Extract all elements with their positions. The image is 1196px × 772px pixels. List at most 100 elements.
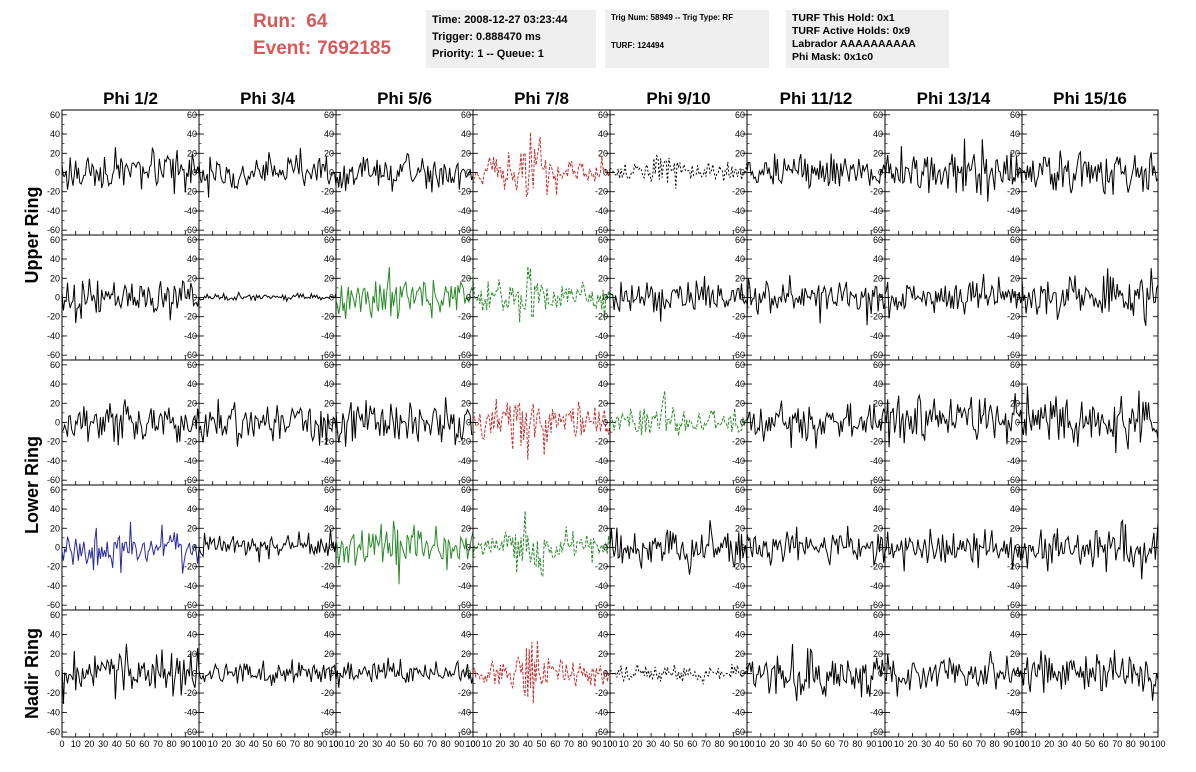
y-tick-label: -60 <box>184 225 197 235</box>
x-tick-label: 60 <box>1099 739 1109 749</box>
y-tick-label: -20 <box>321 437 334 447</box>
y-tick-label: 0 <box>740 293 745 303</box>
x-tick-label: 50 <box>262 739 272 749</box>
y-tick-label: 60 <box>598 110 608 120</box>
y-tick-label: 60 <box>598 235 608 245</box>
column-header: Phi 13/14 <box>917 89 991 108</box>
y-tick-label: 60 <box>324 360 334 370</box>
y-tick-label: -40 <box>47 331 60 341</box>
y-tick-label: -60 <box>1007 350 1020 360</box>
x-tick-label: 40 <box>523 739 533 749</box>
waveform-trace <box>335 520 474 585</box>
waveform-trace <box>746 643 886 702</box>
y-tick-label: -40 <box>732 581 745 591</box>
y-tick-label: -40 <box>184 456 197 466</box>
event-row: Event: 7692185 <box>253 35 423 62</box>
waveform-panel: 60 40 20 0 -20 -40 -60 <box>870 484 1023 611</box>
y-tick-label: 20 <box>461 523 471 533</box>
turf-this-hold-line: TURF This Hold: 0x1 <box>792 12 895 24</box>
y-tick-label: -20 <box>732 562 745 572</box>
y-tick-label: 40 <box>50 379 60 389</box>
x-tick-label: 100 <box>1014 739 1029 749</box>
x-tick-label: 0 <box>470 739 475 749</box>
y-tick-label: -20 <box>47 187 60 197</box>
y-tick-label: 60 <box>324 610 334 620</box>
y-tick-label: 40 <box>324 254 334 264</box>
y-tick-label: 40 <box>187 629 197 639</box>
y-tick-label: 0 <box>878 168 883 178</box>
row-label: Upper Ring <box>22 187 42 284</box>
y-tick-label: -40 <box>595 708 608 718</box>
x-tick-label: 30 <box>235 739 245 749</box>
waveform-panel: 60 40 20 0 -20 -40 -60 <box>458 234 611 361</box>
y-tick-label: 20 <box>1010 649 1020 659</box>
run-value: 64 <box>306 11 328 32</box>
y-tick-label: 40 <box>50 129 60 139</box>
y-tick-label: 0 <box>192 543 197 553</box>
y-tick-label: 60 <box>50 610 60 620</box>
x-tick-label: 50 <box>811 739 821 749</box>
y-tick-label: -20 <box>595 688 608 698</box>
y-tick-label: 40 <box>873 504 883 514</box>
y-tick-label: -20 <box>321 688 334 698</box>
y-tick-label: 20 <box>324 273 334 283</box>
x-tick-label: 60 <box>550 739 560 749</box>
y-tick-label: 40 <box>187 379 197 389</box>
y-tick-label: 40 <box>324 129 334 139</box>
waveform-trace <box>609 154 748 189</box>
y-tick-label: 40 <box>598 379 608 389</box>
y-tick-label: -60 <box>184 475 197 485</box>
waveform-trace <box>335 152 474 193</box>
y-tick-label: 20 <box>873 523 883 533</box>
waveform-panel: 60 40 20 0 -20 -40 -60 <box>732 359 886 486</box>
y-tick-label: -60 <box>595 727 608 737</box>
row-label: Lower Ring <box>22 436 42 534</box>
y-tick-label: 60 <box>50 110 60 120</box>
y-tick-label: -20 <box>458 312 471 322</box>
y-tick-label: 40 <box>187 504 197 514</box>
waveform-trace <box>1021 386 1159 454</box>
y-tick-label: -60 <box>184 350 197 360</box>
y-tick-label: -60 <box>732 350 745 360</box>
x-tick-label: 80 <box>578 739 588 749</box>
y-tick-label: 40 <box>461 254 471 264</box>
y-tick-label: -60 <box>321 475 334 485</box>
y-tick-label: 20 <box>324 649 334 659</box>
y-tick-label: -60 <box>184 727 197 737</box>
x-tick-label: 90 <box>728 739 738 749</box>
labrador-line: Labrador AAAAAAAAAA <box>792 38 916 50</box>
y-tick-label: 60 <box>735 235 745 245</box>
waveform-trace <box>1021 649 1159 701</box>
y-tick-label: 20 <box>735 523 745 533</box>
x-tick-label: 60 <box>276 739 286 749</box>
y-tick-label: 20 <box>598 148 608 158</box>
y-tick-label: -40 <box>321 206 334 216</box>
y-tick-label: 40 <box>461 629 471 639</box>
x-tick-label: 50 <box>125 739 135 749</box>
x-tick-label: 40 <box>935 739 945 749</box>
y-tick-label: 20 <box>1010 523 1020 533</box>
event-label: Event: <box>253 38 312 59</box>
y-tick-label: -20 <box>732 688 745 698</box>
x-tick-label: 20 <box>907 739 917 749</box>
y-tick-label: 60 <box>598 360 608 370</box>
y-tick-label: -20 <box>47 437 60 447</box>
y-tick-label: 0 <box>1015 543 1020 553</box>
time-line: Time: 2008-12-27 03:23:44 <box>432 14 568 26</box>
waveform-trace <box>198 659 337 686</box>
x-tick-label: 10 <box>894 739 904 749</box>
y-tick-label: 20 <box>50 398 60 408</box>
y-tick-label: -60 <box>732 475 745 485</box>
y-tick-label: -60 <box>458 600 471 610</box>
waveform-trace <box>198 529 337 563</box>
x-tick-label: 40 <box>386 739 396 749</box>
x-tick-label: 80 <box>304 739 314 749</box>
y-tick-label: -20 <box>595 187 608 197</box>
y-tick-label: 20 <box>873 649 883 659</box>
x-tick-label: 10 <box>756 739 766 749</box>
y-tick-label: -60 <box>732 225 745 235</box>
